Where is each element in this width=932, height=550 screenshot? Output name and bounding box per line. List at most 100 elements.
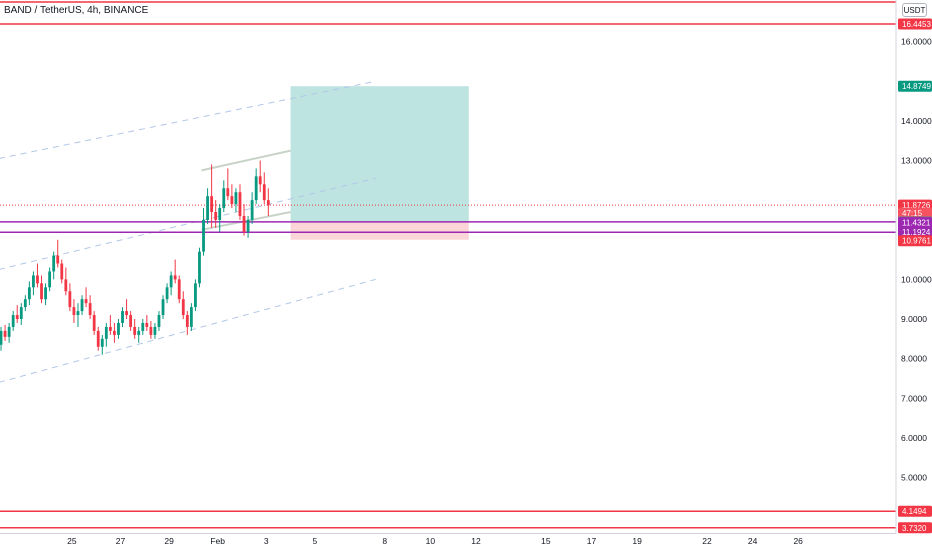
candle [100,334,104,355]
candle-body [100,338,104,347]
candle-body [72,307,76,316]
candle [129,311,133,331]
candle [64,267,68,296]
y-tick-label: 9.0000 [901,314,927,324]
candle [92,311,96,335]
candles [0,160,270,355]
candle-body [36,275,39,284]
price-tag [898,217,932,229]
candle [68,283,72,312]
candle [250,192,254,224]
candle-body [104,326,108,339]
main-channel-mid [0,177,376,270]
candle-body [226,188,230,197]
candle [19,303,23,325]
candle [210,164,214,228]
candle [104,322,108,347]
x-tick-label: 8 [382,536,387,546]
candle [88,295,92,320]
candle-body [238,192,242,216]
candle [177,275,181,304]
y-tick-label: 7.0000 [901,393,927,403]
x-tick-label: 15 [541,536,551,546]
candle-body [262,184,266,201]
x-tick-label: 27 [116,536,126,546]
candle-body [76,311,80,316]
price-tag-label: 11.4321 [902,219,931,228]
time-axis-bg [0,533,932,550]
candle [84,287,88,308]
x-tick-label: 22 [702,536,712,546]
candle [222,180,226,213]
candle-body [137,330,141,335]
candle [258,160,262,193]
currency-button[interactable]: USDT [902,3,927,17]
candle-body [214,212,218,220]
candle [206,188,209,224]
main-channel-upper [0,80,376,159]
candle [161,295,165,320]
candle-body [113,330,116,335]
candle [56,239,60,268]
price-tag-label: 3.7320 [902,524,927,533]
price-tag-label: 47:15 [902,209,923,218]
candle [246,215,250,238]
candle [23,295,27,312]
x-tick-label: 19 [632,536,642,546]
stop-zone [290,221,469,240]
candle [52,251,56,280]
candle-body [161,299,165,316]
candle-body [206,196,209,220]
candle-body [254,176,258,201]
price-tag [898,80,932,92]
candle [3,324,7,341]
candle [133,319,137,339]
candle [234,188,238,213]
candle-body [145,322,149,327]
candle-body [194,283,197,308]
y-tick-label: 14.0000 [901,116,932,126]
candle-body [64,279,68,292]
candle [149,320,153,339]
candle-body [7,326,11,337]
candle-body [129,315,133,327]
candle [113,322,116,343]
x-tick-label: 12 [471,536,481,546]
candle [198,247,201,288]
x-tick-label: 10 [426,536,436,546]
candle [185,311,189,335]
candle-body [173,275,177,280]
candle-body [250,200,254,220]
price-tag-label: 11.1924 [902,228,931,237]
candle [108,315,112,335]
y-tick-label: 10.0000 [901,274,932,284]
candle [165,283,169,304]
candle-body [27,287,31,300]
candle [202,208,205,256]
candle-body [222,188,226,209]
y-tick-label: 6.0000 [901,433,927,443]
candle [153,322,157,339]
candle [80,295,84,316]
candle [157,311,161,331]
candle-body [198,251,201,284]
candle-body [3,330,7,337]
mini-channel-upper [201,149,291,172]
candle-body [133,326,137,335]
x-tick-label: 26 [793,536,803,546]
candle [230,184,234,209]
candle-body [246,219,250,232]
candle [7,322,11,343]
x-tick-label: 3 [264,536,269,546]
candle-body [230,196,234,205]
candle-body [202,219,205,252]
x-tick-label: 17 [587,536,597,546]
candle-body [88,303,92,316]
candle-body [185,315,189,327]
candle-body [141,322,145,331]
target-zone [290,86,469,222]
candle-body [96,330,100,347]
candle-body [44,287,47,300]
